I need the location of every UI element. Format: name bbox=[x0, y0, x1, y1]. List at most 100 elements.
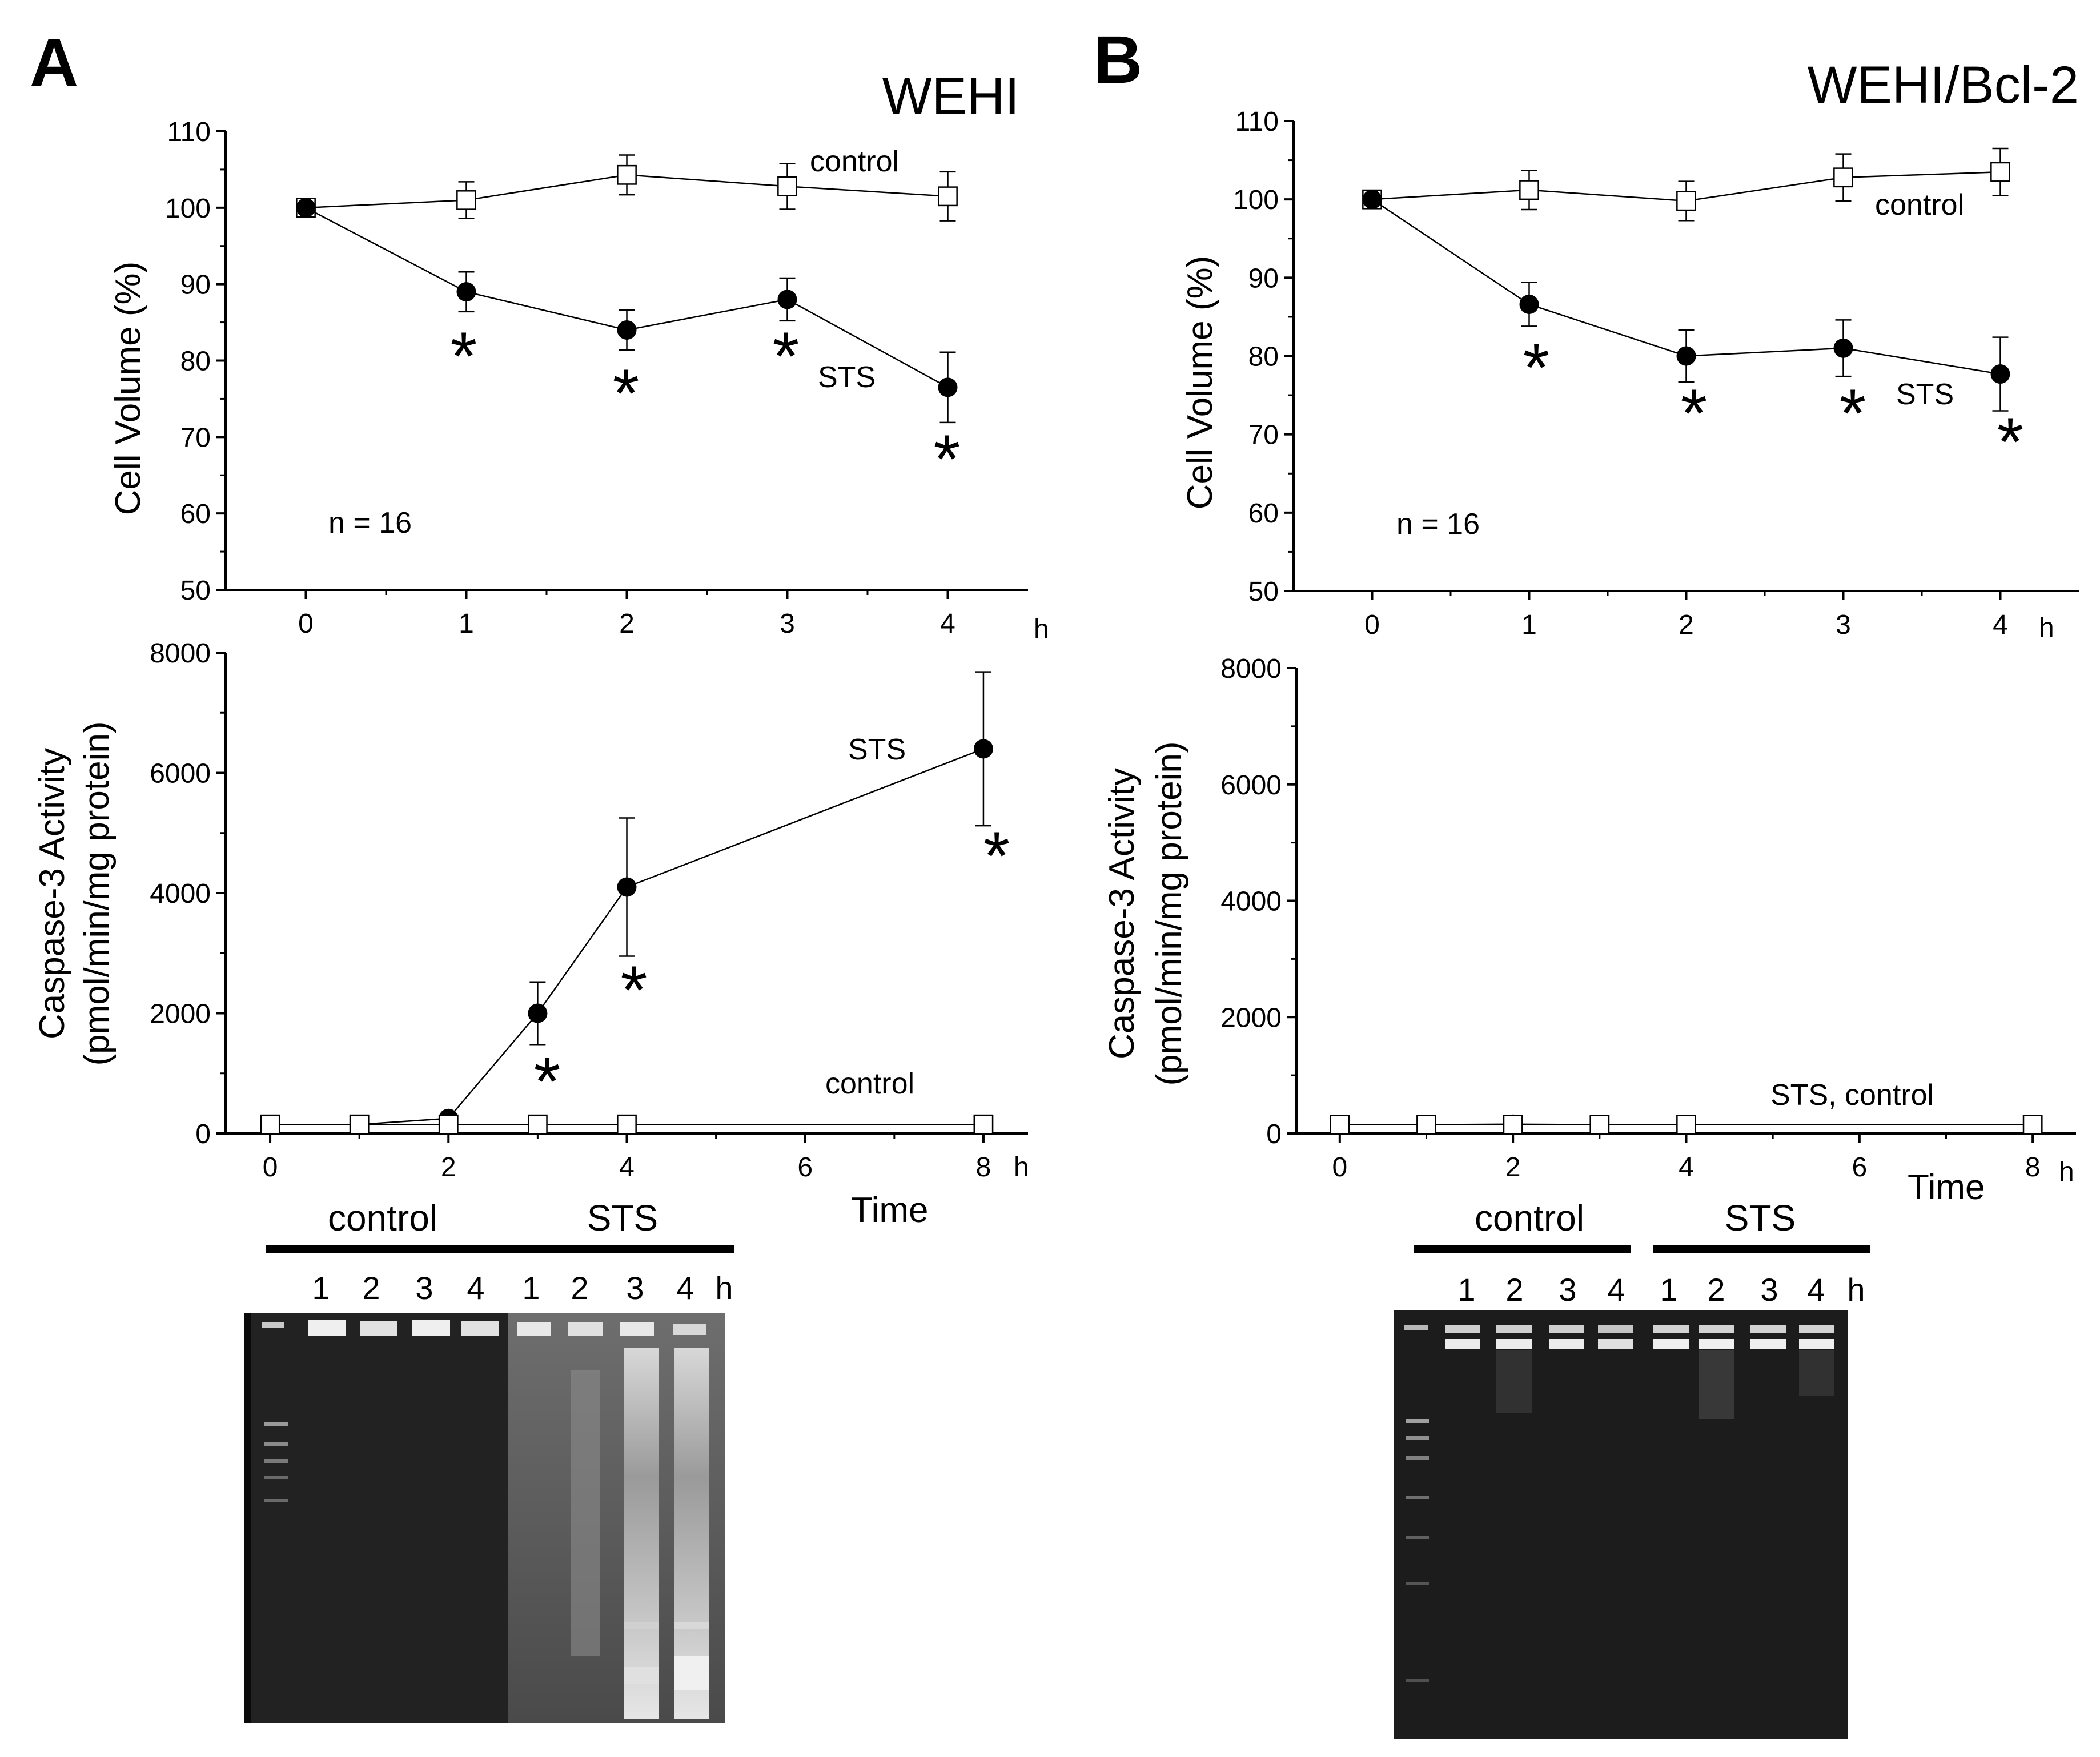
a-caspase-y-tick-label: 4000 bbox=[150, 879, 211, 909]
panel-a-volume-star-4h: * bbox=[934, 421, 961, 497]
b-caspase-control-point bbox=[2022, 1115, 2043, 1135]
panel-a-volume-star-2h: * bbox=[613, 355, 640, 432]
b-volume-y-tick-label: 110 bbox=[1235, 107, 1279, 137]
a-caspase-control-point bbox=[438, 1114, 459, 1135]
a-caspase-y-tick-label: 2000 bbox=[150, 999, 211, 1030]
panel-b-gel-sts-bar bbox=[1653, 1245, 1870, 1253]
panel-a-caspase-axes: 0 2000 4000 6000 8000 0 2 4 6 8 bbox=[150, 638, 1028, 1183]
a-caspase-control-point bbox=[527, 1114, 548, 1135]
a-volume-y-tick-label: 100 bbox=[165, 194, 211, 224]
a-caspase-y-tick-label: 8000 bbox=[150, 638, 211, 669]
b-volume-control-point bbox=[1519, 180, 1539, 200]
panel-a-volume-star-1h: * bbox=[451, 318, 477, 395]
panel-a-gel-lane-7: 3 bbox=[626, 1270, 644, 1306]
b-volume-sts-point bbox=[1990, 364, 2010, 384]
panel-b-volume-star-3h: * bbox=[1840, 375, 1866, 452]
a-caspase-y-tick-label: 0 bbox=[195, 1119, 211, 1149]
a-caspase-sts-point bbox=[973, 739, 993, 759]
b-volume-x-tick-label: 2 bbox=[1679, 610, 1694, 640]
panel-a-volume-star-3h: * bbox=[773, 318, 800, 395]
a-volume-x-tick-label: 2 bbox=[619, 609, 635, 639]
b-volume-control-point bbox=[1676, 191, 1696, 211]
b-volume-control-point bbox=[1833, 167, 1853, 188]
panel-a-gel-sts-label: STS bbox=[587, 1197, 658, 1239]
b-volume-sts-point bbox=[1519, 294, 1539, 314]
panel-b-volume-x-unit: h bbox=[2039, 613, 2054, 643]
a-volume-y-tick-label: 110 bbox=[167, 117, 211, 147]
panel-a-caspase-control-label: control bbox=[825, 1067, 914, 1100]
panel-b-title: WEHI/Bcl-2 bbox=[1808, 56, 2079, 114]
panel-b-volume-axes: 50 60 70 80 90 100 110 0 1 2 3 4 bbox=[1233, 107, 2079, 640]
panel-b-letter: B bbox=[1094, 22, 1142, 98]
panel-b-volume-sts-label: STS bbox=[1896, 378, 1954, 411]
panel-b-gel: control STS 1 2 3 4 1 2 3 4 h bbox=[1394, 1197, 1870, 1739]
panel-a-caspase-star-8h: * bbox=[983, 818, 1010, 894]
panel-a-gel-unit: h bbox=[715, 1270, 733, 1306]
panel-a-title: WEHI bbox=[882, 67, 1019, 126]
b-caspase-y-tick-label: 8000 bbox=[1220, 654, 1282, 684]
a-volume-sts-point bbox=[296, 198, 316, 218]
a-caspase-y-tick-label: 6000 bbox=[150, 759, 211, 789]
panel-b-gel-unit: h bbox=[1847, 1272, 1865, 1308]
a-volume-y-tick-label: 60 bbox=[180, 499, 211, 529]
a-volume-x-tick-label: 1 bbox=[459, 609, 474, 639]
panel-a-volume-axes: 50 60 70 80 90 100 110 0 1 2 3 4 bbox=[165, 117, 1028, 639]
panel-b-gel-lane-1: 1 bbox=[1457, 1272, 1475, 1308]
panel-b-gel-lane-5: 1 bbox=[1660, 1272, 1677, 1308]
panel-a-gel-control-half bbox=[244, 1313, 508, 1723]
panel-a-caspase-sts-label: STS bbox=[848, 733, 906, 766]
a-volume-sts-point bbox=[456, 282, 476, 302]
panel-b-volume-star-4h: * bbox=[1997, 404, 2024, 480]
a-volume-control-point bbox=[456, 190, 476, 210]
panel-b-volume-plot: 50 60 70 80 90 100 110 0 1 2 3 4 Cell Volume (%) n … bbox=[1181, 107, 2079, 643]
panel-b-caspase-combined-label: STS, control bbox=[1770, 1079, 1934, 1112]
b-volume-control-point bbox=[1990, 162, 2010, 182]
b-caspase-x-tick-label: 8 bbox=[2025, 1152, 2041, 1183]
b-caspase-control-point bbox=[1416, 1115, 1436, 1135]
panel-a-gel: control STS 1 2 3 4 1 2 3 4 h bbox=[244, 1197, 734, 1723]
panel-a-volume-ylabel: Cell Volume (%) bbox=[109, 262, 148, 515]
panel-a-gel-image bbox=[244, 1313, 725, 1723]
a-volume-x-tick-label: 3 bbox=[780, 609, 795, 639]
panel-a-gel-lane-8: 4 bbox=[676, 1270, 694, 1306]
panel-a-caspase-ylabel-line2: (pmol/min/mg protein) bbox=[77, 722, 117, 1066]
b-caspase-control-point bbox=[1503, 1115, 1523, 1135]
panel-a-gel-lane-5: 1 bbox=[522, 1270, 540, 1306]
panel-b-gel-lane-3: 3 bbox=[1559, 1272, 1576, 1308]
panel-a-n-label: n = 16 bbox=[328, 506, 412, 540]
panel-a-volume-x-unit: h bbox=[1034, 614, 1049, 645]
b-volume-y-tick-label: 60 bbox=[1248, 498, 1279, 529]
panel-a-caspase-plot: 0 2000 4000 6000 8000 0 2 4 6 8 Caspase-3 Activit… bbox=[33, 638, 1029, 1230]
panel-a-gel-lane-4: 4 bbox=[467, 1270, 484, 1306]
b-caspase-y-tick-label: 0 bbox=[1266, 1119, 1282, 1149]
panel-a-gel-control-label: control bbox=[328, 1197, 437, 1239]
panel-b-caspase-xlabel: Time bbox=[1908, 1168, 1985, 1207]
panel-a-gel-control-bar bbox=[266, 1245, 520, 1253]
b-caspase-x-tick-label: 2 bbox=[1505, 1152, 1521, 1183]
a-volume-sts-point bbox=[777, 290, 797, 309]
panel-a-caspase-ylabel-line1: Caspase-3 Activity bbox=[33, 748, 72, 1039]
b-volume-x-tick-label: 1 bbox=[1521, 610, 1537, 640]
panel-b-gel-lane-6: 2 bbox=[1707, 1272, 1725, 1308]
a-volume-x-tick-label: 0 bbox=[298, 609, 314, 639]
a-volume-y-tick-label: 70 bbox=[180, 423, 211, 453]
a-caspase-sts-point bbox=[528, 1003, 548, 1023]
panel-a-caspase-xlabel: Time bbox=[851, 1191, 928, 1230]
b-caspase-control-point bbox=[1676, 1115, 1696, 1135]
b-volume-sts-point bbox=[1362, 190, 1382, 210]
panel-a-gel-sts-bar bbox=[514, 1245, 734, 1253]
b-volume-y-tick-label: 80 bbox=[1248, 342, 1279, 372]
b-volume-sts-point bbox=[1833, 338, 1853, 358]
b-volume-x-tick-label: 4 bbox=[1993, 610, 2008, 640]
panel-b-caspase-axes: 0 2000 4000 6000 8000 0 2 4 6 8 bbox=[1220, 654, 2076, 1183]
panel-b-gel-sts-label: STS bbox=[1725, 1197, 1796, 1239]
panel-b-caspase-ylabel-line1: Caspase-3 Activity bbox=[1102, 768, 1142, 1059]
panel-b-gel-lane-2: 2 bbox=[1505, 1272, 1523, 1308]
panel-b-gel-lane-7: 3 bbox=[1760, 1272, 1778, 1308]
panel-a-caspase-x-unit: h bbox=[1014, 1152, 1029, 1183]
panel-b-caspase-ylabel-line2: (pmol/min/mg protein) bbox=[1150, 742, 1189, 1086]
panel-a-caspase-star-3h: * bbox=[534, 1043, 561, 1120]
a-volume-control-point bbox=[777, 176, 797, 196]
b-caspase-y-tick-label: 6000 bbox=[1220, 770, 1282, 801]
